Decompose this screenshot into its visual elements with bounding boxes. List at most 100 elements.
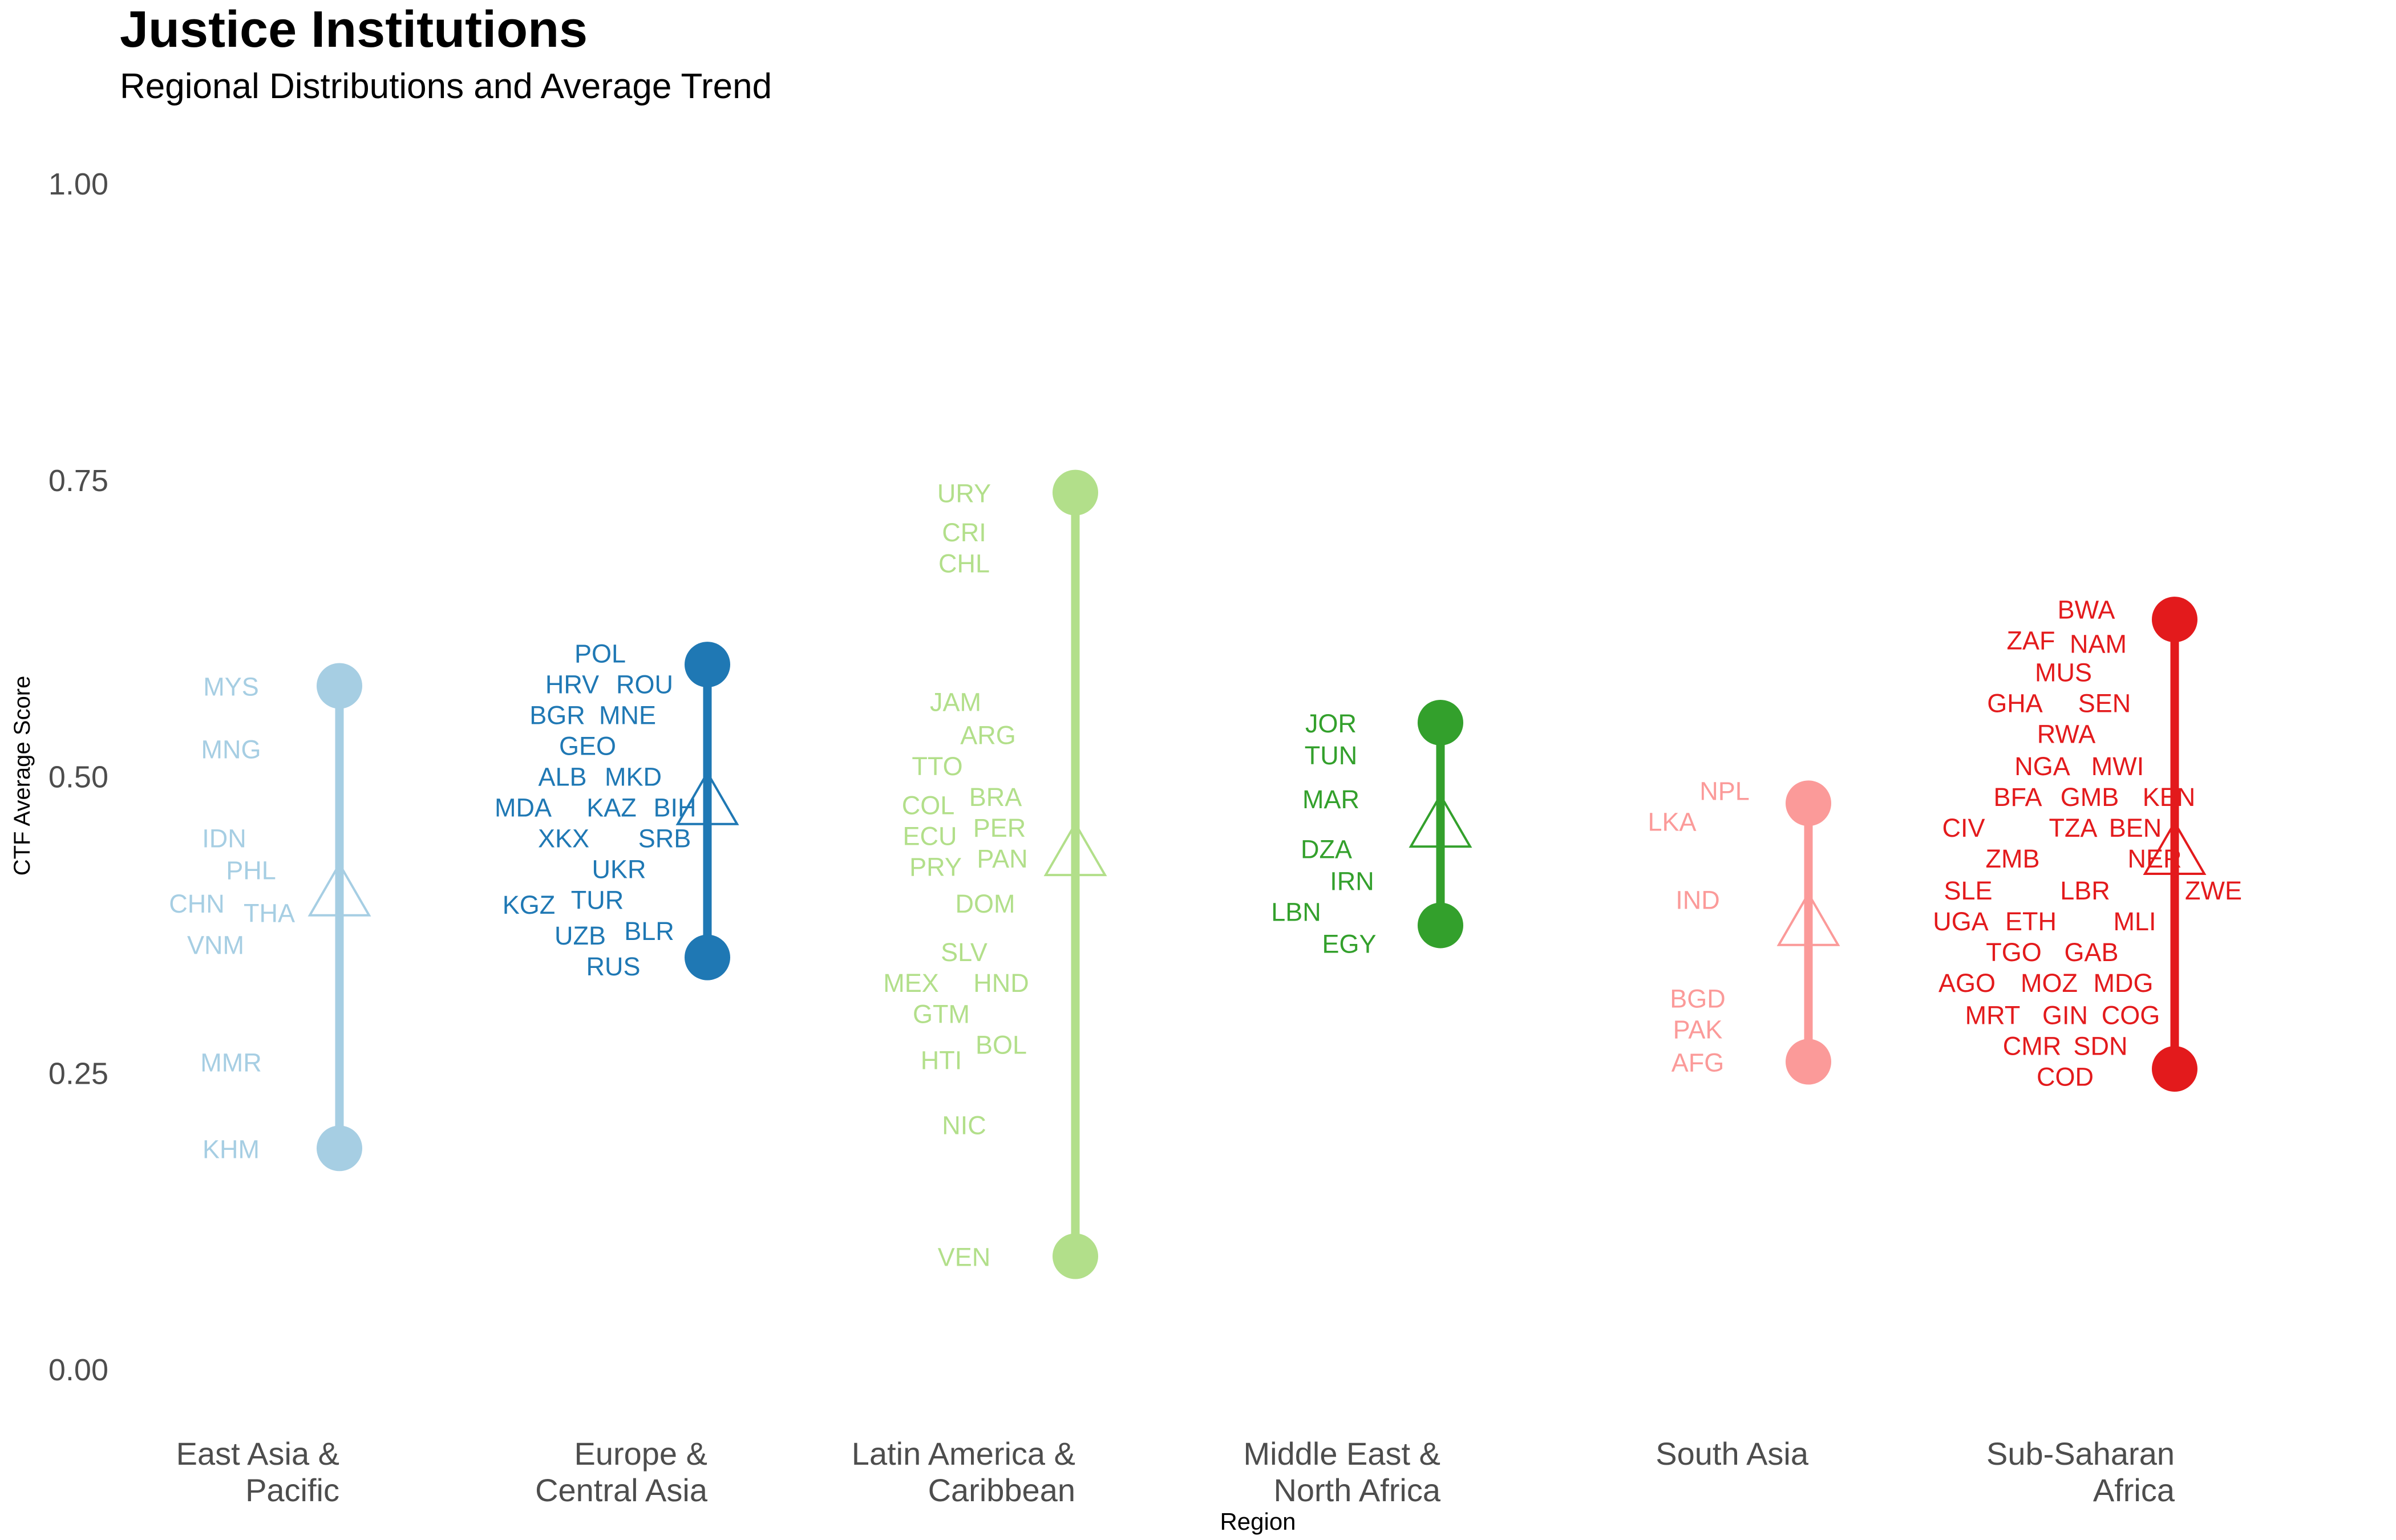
max-point [2152,597,2197,643]
country-label: DZA [1301,834,1352,864]
mean-triangle [1776,891,1840,946]
country-label: BFA [1993,783,2042,812]
country-label: BGD [1670,984,1726,1013]
country-label: GTM [913,999,970,1028]
country-label: KEN [2143,783,2196,812]
x-tick-label: South Asia [1656,1436,1809,1472]
country-label: BRA [969,783,1022,812]
country-label: MMR [200,1048,261,1077]
country-label: ZAF [2007,626,2055,655]
country-label: PER [973,813,1026,842]
x-axis-title: Region [1220,1508,1296,1535]
x-tick-label: Sub-Saharan [1986,1436,2175,1472]
country-label: EGY [1322,930,1376,959]
country-label: TZA [2049,813,2098,842]
country-label: ECU [902,821,957,850]
country-label: NAM [2070,630,2127,659]
x-tick-label: East Asia & [176,1436,339,1472]
x-tick-label: Africa [2093,1472,2175,1508]
country-label: BIH [653,793,696,822]
country-label: GIN [2042,1000,2088,1030]
x-tick-label: Caribbean [928,1472,1075,1508]
country-label: THA [244,899,295,928]
country-label: MUS [2035,658,2092,687]
y-tick-label: 0.50 [48,760,108,795]
country-label: KAZ [586,793,637,822]
country-label: COD [2037,1062,2094,1091]
chart-subtitle: Regional Distributions and Average Trend [120,67,772,106]
country-label: BEN [2109,813,2162,842]
country-label: MEX [883,968,939,998]
country-label: MYS [203,672,259,701]
mean-triangle [307,861,371,917]
country-label: TTO [912,752,962,781]
country-label: SEN [2078,689,2131,718]
country-label: TGO [1986,938,2042,967]
country-label: NIC [942,1111,986,1140]
min-point [1053,1233,1098,1279]
x-axis-ticks: East Asia &Pacific Europe &Central Asia La… [176,1436,2175,1508]
country-label: LBN [1271,898,1321,927]
country-label: JOR [1305,709,1357,738]
country-label: MLI [2113,907,2156,936]
country-label: GAB [2064,938,2118,967]
x-tick-label: Latin America & [852,1436,1075,1472]
max-point [1053,469,1098,516]
country-label: POL [574,639,626,668]
country-label: CMR [2003,1031,2061,1060]
country-label: ARG [960,721,1016,750]
y-axis-ticks: 0.00 0.25 0.50 0.75 1.00 [48,167,108,1387]
mean-triangle [2143,820,2207,876]
country-label: SLE [1944,876,1992,905]
country-label: HND [973,968,1029,998]
country-label: ZWE [2185,876,2242,905]
country-label: VNM [187,931,244,960]
max-point [685,642,730,688]
country-label: MAR [1302,785,1359,814]
country-label: PAK [1673,1015,1723,1044]
chart-title: Justice Institutions [120,1,588,58]
mean-triangle [1043,821,1107,877]
country-label: UKR [592,855,646,884]
country-label: UGA [1933,907,1989,936]
country-label: PAN [977,844,1027,873]
country-label: MKD [605,763,662,792]
y-axis-title: CTF Average Score [10,676,35,876]
country-label: KHM [203,1134,260,1164]
country-label: KGZ [503,890,556,919]
country-label: ETH [2005,907,2057,936]
y-tick-label: 0.00 [48,1353,108,1387]
country-label: LKA [1648,808,1696,837]
y-tick-label: 0.25 [48,1056,108,1091]
country-label: PRY [909,853,962,882]
y-tick-label: 0.75 [48,464,108,498]
country-label: PHL [226,856,276,885]
country-label: RUS [586,952,640,981]
mean-triangle [1409,793,1472,848]
x-tick-label: Pacific [245,1472,339,1508]
country-label: TUR [571,886,624,915]
country-label: CHL [938,549,990,578]
country-label: MNE [599,700,656,730]
min-point [317,1125,362,1172]
max-point [317,663,362,709]
min-point [1418,902,1463,949]
country-label: ZMB [1986,844,2040,873]
min-point [1786,1039,1831,1085]
min-point [685,934,730,980]
country-label: MDG [2094,968,2154,998]
country-label: BLR [624,917,674,946]
country-label: XKX [538,824,589,853]
country-label: NPL [1699,776,1750,805]
country-label: CHN [169,889,225,918]
country-label: IRN [1330,866,1374,895]
country-label: AGO [1938,968,1996,998]
country-label: AFG [1671,1048,1725,1077]
country-label: MDA [495,793,552,822]
country-label: CRI [942,518,986,547]
country-label: ALB [538,763,586,792]
